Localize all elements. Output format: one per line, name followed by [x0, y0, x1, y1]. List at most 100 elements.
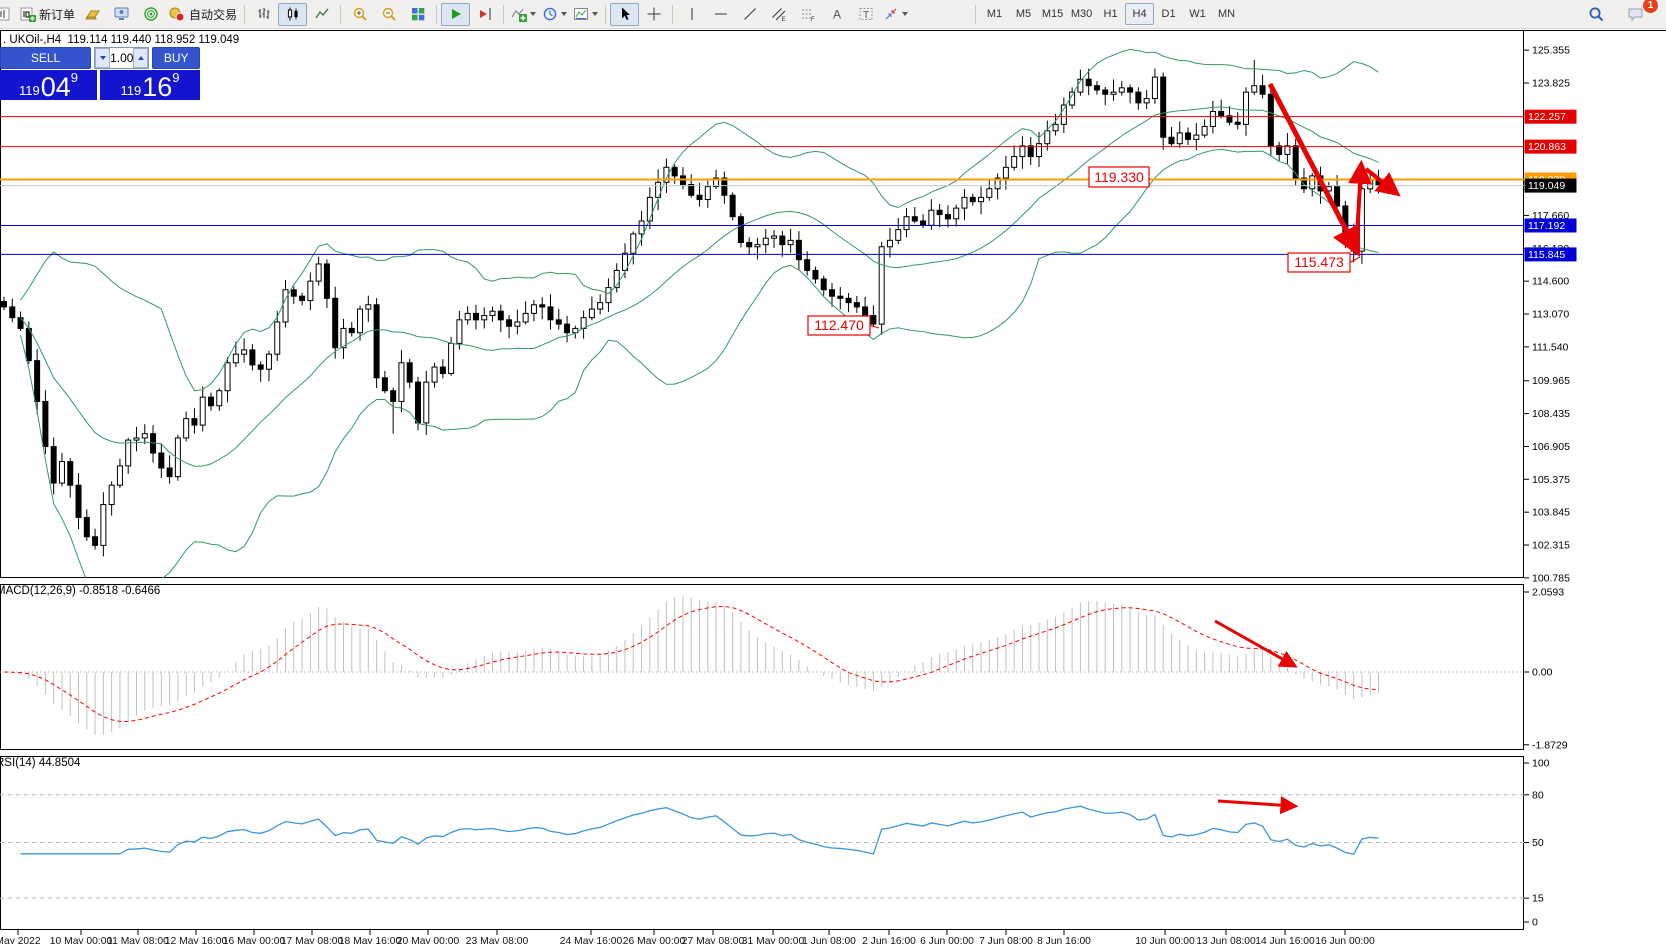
timeframe-button-M1[interactable]: M1 [986, 8, 1003, 20]
rsi-axis[interactable]: 100 80 50 15 0 [1524, 758, 1550, 929]
svg-text:T: T [863, 10, 869, 21]
chart-annotations[interactable]: 119.330 115.473 112.470 [807, 82, 1401, 815]
toolbar-separator [244, 4, 246, 24]
price-axis[interactable]: 125.355123.825117.660116.130114.600113.0… [1524, 45, 1577, 585]
auto-scroll-icon[interactable] [441, 2, 471, 26]
svg-text:12 May 16:00: 12 May 16:00 [165, 936, 228, 944]
svg-text:1 Jun 08:00: 1 Jun 08:00 [802, 936, 856, 944]
volume-stepper: 1.00 [94, 47, 150, 69]
buy-button[interactable]: BUY [152, 47, 200, 69]
toolbar-separator [503, 4, 505, 24]
sell-price-prefix: 119 [18, 83, 40, 98]
svg-text:100.785: 100.785 [1532, 572, 1570, 584]
svg-text:18 May 16:00: 18 May 16:00 [339, 936, 402, 944]
zoom-in-icon[interactable] [345, 3, 374, 26]
timeframe-button-MN[interactable]: MN [1217, 8, 1236, 20]
red-arrow-annotation[interactable] [1214, 619, 1298, 668]
text-label-tool-icon[interactable]: T [851, 3, 880, 26]
svg-text:27 May 08:00: 27 May 08:00 [682, 936, 745, 944]
crosshair-icon[interactable] [639, 3, 668, 26]
sell-price-tile[interactable]: 119 04 9 [0, 70, 97, 100]
svg-text:114.600: 114.600 [1532, 276, 1569, 288]
candlestick-chart-icon[interactable] [278, 2, 308, 26]
macd-axis[interactable]: 2.0593 0.00 -1.8729 [1524, 586, 1568, 751]
rsi-indicator-label: RSI(14) 44.8504 [0, 757, 81, 769]
templates-button[interactable] [570, 3, 601, 26]
timeframe-button-W1[interactable]: W1 [1189, 8, 1206, 20]
triangle-down-icon [99, 56, 106, 60]
toolbar-separator [672, 4, 674, 24]
timeframe-button-M5[interactable]: M5 [1015, 8, 1032, 20]
volume-decrease-button[interactable] [95, 48, 111, 68]
new-chart-button[interactable] [0, 3, 17, 26]
template-icon [573, 6, 589, 22]
svg-text:115.845: 115.845 [1528, 249, 1565, 261]
symbol-info: . UKOil-,H4 119.114 119.440 118.952 119.… [3, 34, 240, 46]
pane-border [0, 584, 1524, 750]
volume-value[interactable]: 1.00 [110, 51, 134, 65]
buy-price-tile[interactable]: 119 16 9 [100, 70, 200, 100]
indicators-button[interactable] [508, 3, 539, 26]
search-icon[interactable] [1582, 3, 1611, 26]
fibonacci-tool-icon[interactable]: F [793, 3, 822, 26]
macd-indicator-label: MACD(12,26,9) -0.8518 -0.6466 [0, 585, 161, 597]
arrows-tool-button[interactable] [880, 3, 911, 26]
red-arrow-annotation[interactable] [1364, 167, 1401, 197]
volume-increase-button[interactable] [133, 48, 149, 68]
svg-text:10 Jun 00:00: 10 Jun 00:00 [1135, 936, 1195, 944]
horizontal-line-tool-icon[interactable] [706, 3, 735, 26]
terminal-icon[interactable] [107, 3, 136, 26]
red-arrow-annotation[interactable] [1267, 82, 1361, 257]
toolbar-separator [605, 4, 607, 24]
periods-button[interactable] [539, 3, 570, 26]
cursor-icon[interactable] [610, 2, 640, 26]
svg-text:113.070: 113.070 [1532, 309, 1569, 321]
trendline-tool-icon[interactable] [735, 3, 764, 26]
svg-text:26 May 00:00: 26 May 00:00 [623, 936, 686, 944]
svg-text:16 Jun 00:00: 16 Jun 00:00 [1315, 936, 1375, 944]
rsi-indicator [0, 794, 1524, 899]
signal-icon[interactable] [136, 3, 165, 26]
sell-price-sup: 9 [70, 70, 78, 85]
timeframe-button-D1[interactable]: D1 [1161, 8, 1176, 20]
tile-windows-icon[interactable] [403, 3, 432, 26]
chart-shift-icon[interactable] [470, 3, 499, 26]
price-callout-box[interactable] [1088, 166, 1150, 188]
svg-text:109.965: 109.965 [1532, 375, 1570, 387]
red-arrow-annotation[interactable] [1217, 796, 1299, 815]
svg-text:15: 15 [1532, 893, 1544, 905]
channel-tool-icon[interactable]: E [764, 3, 793, 26]
auto-trading-button[interactable]: 自动交易 [165, 3, 240, 26]
svg-text:102.315: 102.315 [1532, 540, 1570, 552]
text-tool-icon[interactable]: A [822, 3, 851, 26]
sell-button[interactable]: SELL [0, 47, 92, 69]
timeframe-button-M15[interactable]: M15 [1041, 8, 1064, 20]
red-arrow-annotation[interactable] [1348, 159, 1373, 255]
chevron-down-icon [902, 12, 909, 16]
svg-text:120.863: 120.863 [1528, 141, 1566, 153]
svg-text:125.355: 125.355 [1532, 45, 1570, 57]
timeframe-button-H1[interactable]: H1 [1103, 8, 1118, 20]
timeframe-button-M30[interactable]: M30 [1070, 8, 1093, 20]
svg-text:0: 0 [1532, 917, 1538, 929]
notifications-button[interactable]: 1 [1621, 0, 1658, 26]
horizontal-level-lines[interactable] [0, 116, 1524, 255]
svg-text:117.192: 117.192 [1528, 220, 1565, 232]
buy-price-big: 16 [142, 72, 173, 101]
gold-icon[interactable] [78, 3, 107, 26]
zoom-out-icon[interactable] [374, 3, 403, 26]
toolbar-separator [340, 4, 342, 24]
buy-price-sup: 9 [172, 70, 180, 85]
vertical-line-tool-icon[interactable] [677, 3, 706, 26]
price-callout-box[interactable] [1287, 252, 1351, 273]
new-order-button[interactable]: 新订单 [17, 3, 78, 26]
timeframe-button-H4[interactable]: H4 [1125, 3, 1155, 25]
svg-text:10 May 00:00: 10 May 00:00 [50, 936, 113, 944]
svg-text:23 May 08:00: 23 May 08:00 [466, 936, 529, 944]
svg-text:20 May 00:00: 20 May 00:00 [397, 936, 460, 944]
price-callout-box[interactable] [807, 315, 871, 336]
line-chart-icon[interactable] [307, 3, 336, 26]
bar-chart-icon[interactable] [249, 3, 278, 26]
